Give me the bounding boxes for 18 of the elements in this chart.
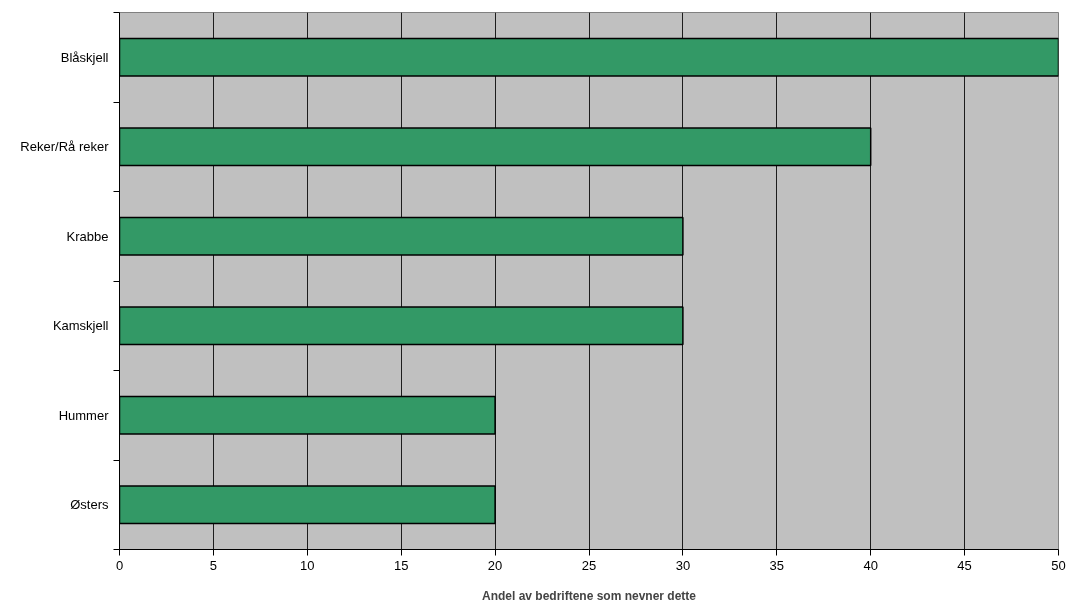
x-tick-label: 40 [863, 557, 878, 573]
x-tick-label: 35 [769, 557, 785, 573]
x-tick-label: 25 [581, 557, 597, 573]
y-tick-label: Hummer [58, 407, 110, 423]
x-tick-label: 5 [209, 557, 218, 573]
y-tick-label: Krabbe [66, 228, 109, 244]
x-axis-title: Andel av bedriftene som nevner dette [481, 588, 697, 603]
x-tick-label: 20 [487, 557, 503, 573]
x-tick-label: 45 [957, 557, 972, 573]
y-tick-label: Kamskjell [52, 318, 109, 334]
x-tick-label: 0 [115, 557, 124, 573]
x-tick-label: 15 [393, 557, 409, 573]
x-tick-label: 30 [675, 557, 691, 573]
x-tick-label: 10 [300, 557, 315, 573]
x-tick-label: 50 [1051, 557, 1066, 573]
y-tick-label: Østers [70, 497, 109, 513]
y-tick-label: Blåskjell [60, 49, 109, 65]
y-tick-label: Reker/Rå reker [20, 139, 110, 155]
